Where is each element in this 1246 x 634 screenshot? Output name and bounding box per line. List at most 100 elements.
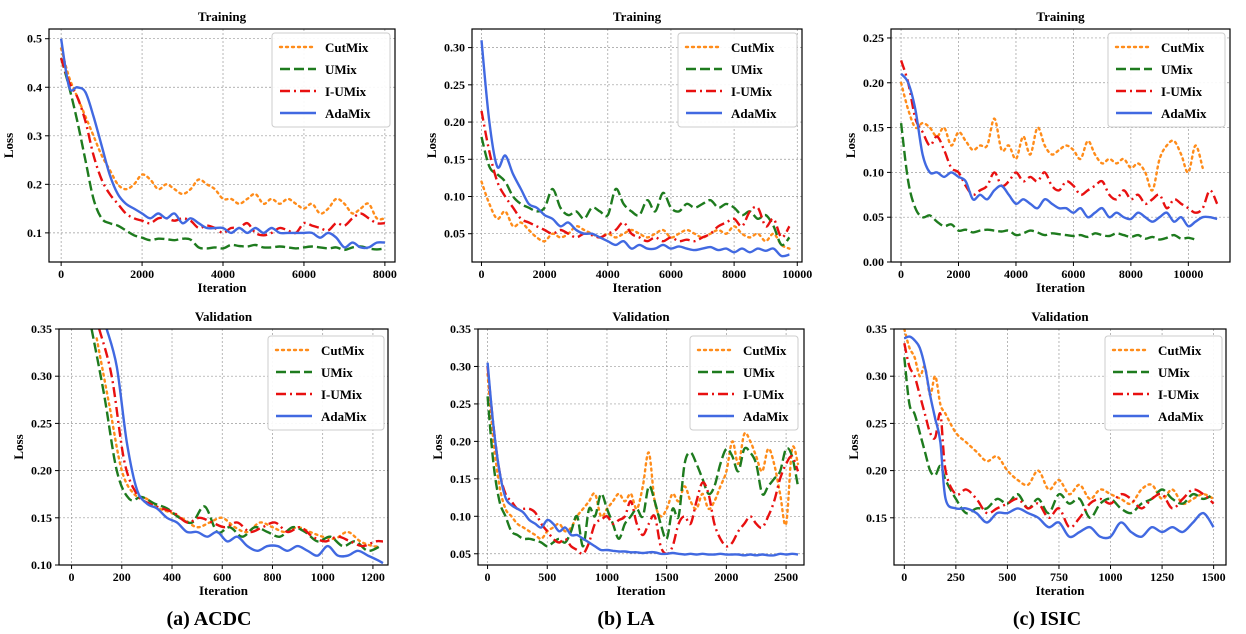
x-tick-label: 750 (1050, 570, 1068, 584)
x-tick-label: 1250 (1150, 570, 1174, 584)
legend-label-i-umix: I-UMix (321, 387, 363, 402)
panel-title: Validation (195, 309, 253, 324)
legend: CutMix UMix I-UMix AdaMix (271, 32, 391, 128)
x-tick-label: 4000 (211, 267, 235, 281)
legend-label-adamix: AdaMix (731, 106, 777, 121)
x-tick-label: 1500 (1202, 570, 1226, 584)
x-tick-label: 0 (58, 267, 64, 281)
y-tick-label: 0.10 (444, 189, 465, 203)
series-group (899, 60, 1219, 241)
legend-box (1107, 32, 1226, 128)
y-tick-label: 0.15 (866, 511, 887, 525)
x-axis-label: Iteration (197, 280, 247, 295)
x-tick-label: 10000 (1173, 267, 1203, 281)
series-line-i-umix (899, 60, 1219, 214)
x-tick-label: 200 (113, 570, 131, 584)
y-axis-label: Loss (430, 434, 445, 459)
legend-label-umix: UMix (731, 62, 763, 77)
x-tick-label: 0 (901, 570, 907, 584)
legend-label-i-umix: I-UMix (1161, 84, 1203, 99)
x-tick-label: 0 (69, 570, 75, 584)
x-tick-label: 600 (213, 570, 231, 584)
y-tick-label: 0.25 (31, 416, 52, 430)
series-line-i-umix (480, 110, 791, 243)
series-line-cutmix (480, 180, 791, 250)
legend-label-adamix: AdaMix (743, 409, 789, 424)
axes-frame (48, 28, 396, 263)
series-line-cutmix (59, 47, 387, 221)
y-tick-label: 0.15 (863, 121, 884, 135)
series-group (59, 38, 387, 252)
series-line-adamix (486, 362, 799, 557)
y-tick-label: 0.30 (444, 41, 465, 55)
axes-frame (471, 28, 803, 263)
y-tick-label: 0.20 (863, 76, 884, 90)
x-tick-label: 0 (898, 267, 904, 281)
x-tick-label: 6000 (1061, 267, 1085, 281)
panel-la-validation: 0 500 1000 1500 2000 2500 0.05 0.10 0.15 0.20 0.25… (430, 309, 805, 598)
series-line-adamix (900, 72, 1218, 228)
legend-label-umix: UMix (1161, 62, 1193, 77)
series-line-umix (903, 357, 1215, 519)
y-axis-label: Loss (1, 133, 16, 158)
x-tick-label: 4000 (1004, 267, 1028, 281)
series-line-adamix (903, 335, 1215, 540)
series-line-i-umix (486, 366, 800, 556)
legend-box (1104, 335, 1223, 431)
y-tick-label: 0.35 (866, 322, 887, 336)
legend-label-i-umix: I-UMix (325, 84, 367, 99)
legend-box (271, 32, 391, 128)
series-group (90, 329, 384, 565)
x-axis-label: Iteration (1036, 280, 1086, 295)
series-line-umix (486, 396, 800, 548)
series-group (486, 362, 800, 557)
y-tick-label: 0.5 (27, 32, 42, 46)
series-line-cutmix (95, 337, 382, 548)
x-tick-label: 2000 (714, 570, 738, 584)
y-tick-label: 0.35 (31, 322, 52, 336)
legend-label-umix: UMix (325, 62, 357, 77)
series-line-umix (480, 136, 791, 247)
x-tick-label: 6000 (292, 267, 316, 281)
y-tick-label: 0.15 (444, 152, 465, 166)
y-tick-label: 0.3 (27, 129, 42, 143)
y-tick-label: 0.20 (866, 464, 887, 478)
legend-label-adamix: AdaMix (321, 409, 367, 424)
y-tick-label: 0.10 (450, 509, 471, 523)
legend: CutMix UMix I-UMix AdaMix (677, 32, 798, 128)
y-axis-label: Loss (11, 434, 26, 459)
legend-label-adamix: AdaMix (325, 106, 371, 121)
series-line-cutmix (486, 372, 800, 541)
legend-box (689, 335, 799, 431)
x-tick-label: 800 (263, 570, 281, 584)
legend-label-cutmix: CutMix (1161, 40, 1205, 55)
panel-title: Training (198, 9, 247, 24)
legend-label-umix: UMix (743, 365, 775, 380)
axes-frame (890, 28, 1231, 263)
legend-label-i-umix: I-UMix (731, 84, 773, 99)
x-tick-label: 2000 (533, 267, 557, 281)
x-tick-label: 0 (478, 267, 484, 281)
panel-title: Validation (1031, 309, 1089, 324)
x-axis-label: Iteration (1035, 583, 1085, 598)
y-tick-label: 0.15 (450, 472, 471, 486)
y-tick-label: 0.20 (450, 434, 471, 448)
y-tick-label: 0.00 (863, 255, 884, 269)
legend-label-umix: UMix (1158, 365, 1190, 380)
panel-acdc-validation: 0 200 400 600 800 1000 1200 0.10 0.15 0.20 0.25 0.3… (11, 309, 389, 598)
x-tick-label: 4000 (596, 267, 620, 281)
legend-label-cutmix: CutMix (731, 40, 775, 55)
legend-label-cutmix: CutMix (325, 40, 369, 55)
y-axis-label: Loss (843, 133, 858, 158)
caption-acdc: (a) ACDC (167, 608, 252, 630)
y-tick-label: 0.10 (31, 558, 52, 572)
series-line-adamix (59, 38, 385, 250)
y-tick-label: 0.30 (450, 359, 471, 373)
y-tick-label: 0.4 (27, 80, 42, 94)
y-tick-label: 0.25 (866, 416, 887, 430)
legend-label-i-umix: I-UMix (743, 387, 785, 402)
x-tick-label: 6000 (659, 267, 683, 281)
y-tick-label: 0.25 (450, 397, 471, 411)
x-tick-label: 1000 (595, 570, 619, 584)
